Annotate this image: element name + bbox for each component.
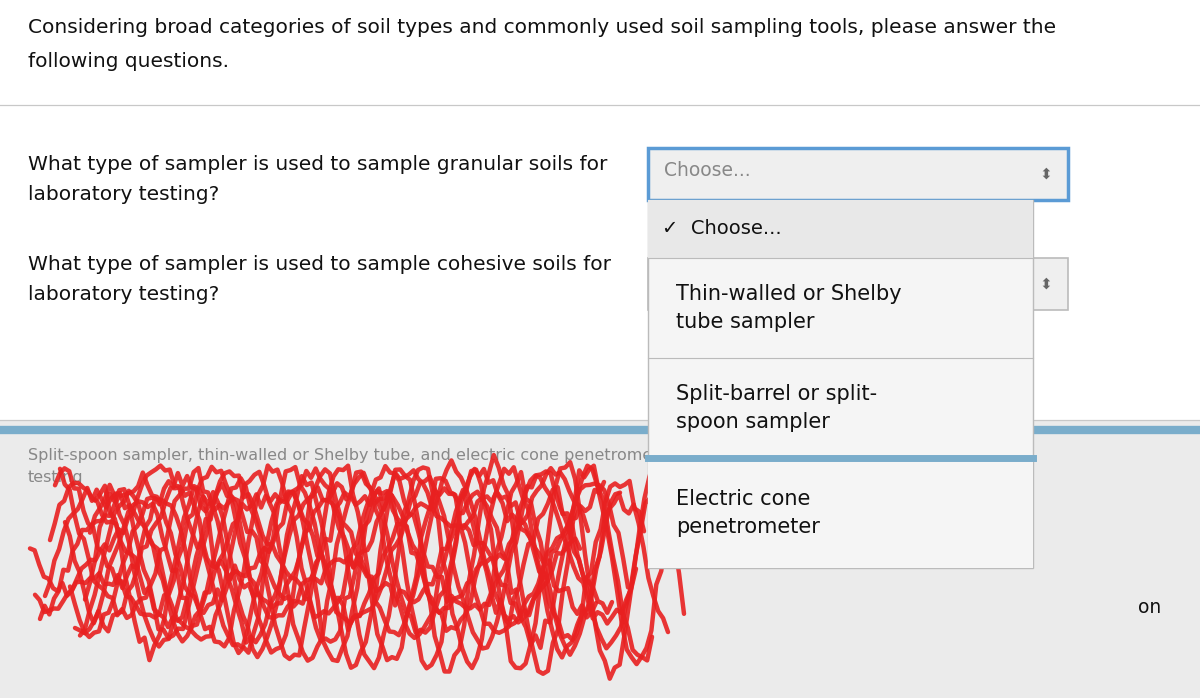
Text: laboratory testing?: laboratory testing? <box>28 285 220 304</box>
Text: ✓  Choose...: ✓ Choose... <box>662 219 781 239</box>
Text: ⬍: ⬍ <box>1039 276 1052 292</box>
Text: Split-spoon sampler, thin-walled or Shelby tube, and electric cone penetrometer: Split-spoon sampler, thin-walled or Shel… <box>28 448 676 463</box>
Text: What type of sampler is used to sample cohesive soils for: What type of sampler is used to sample c… <box>28 255 611 274</box>
Text: What type of sampler is used to sample granular soils for: What type of sampler is used to sample g… <box>28 155 607 174</box>
Bar <box>0 420 1200 698</box>
Bar <box>648 458 1033 568</box>
Bar <box>648 148 1068 200</box>
Bar <box>0 105 1200 490</box>
Text: Split-barrel or split-
spoon sampler: Split-barrel or split- spoon sampler <box>676 385 877 431</box>
Text: ⬍: ⬍ <box>1039 167 1052 181</box>
Text: Thin-walled or Shelby
tube sampler: Thin-walled or Shelby tube sampler <box>676 284 901 332</box>
Text: Considering broad categories of soil types and commonly used soil sampling tools: Considering broad categories of soil typ… <box>28 18 1056 37</box>
Text: following questions.: following questions. <box>28 52 229 71</box>
Bar <box>648 200 1033 258</box>
Text: laboratory testing?: laboratory testing? <box>28 185 220 204</box>
Bar <box>648 258 1068 310</box>
Text: on: on <box>1138 598 1162 617</box>
Text: Electric cone
penetrometer: Electric cone penetrometer <box>676 489 820 537</box>
Bar <box>648 200 1033 568</box>
Text: testing: testing <box>28 470 84 485</box>
Text: Choose...: Choose... <box>664 161 751 180</box>
Bar <box>0 0 1200 110</box>
